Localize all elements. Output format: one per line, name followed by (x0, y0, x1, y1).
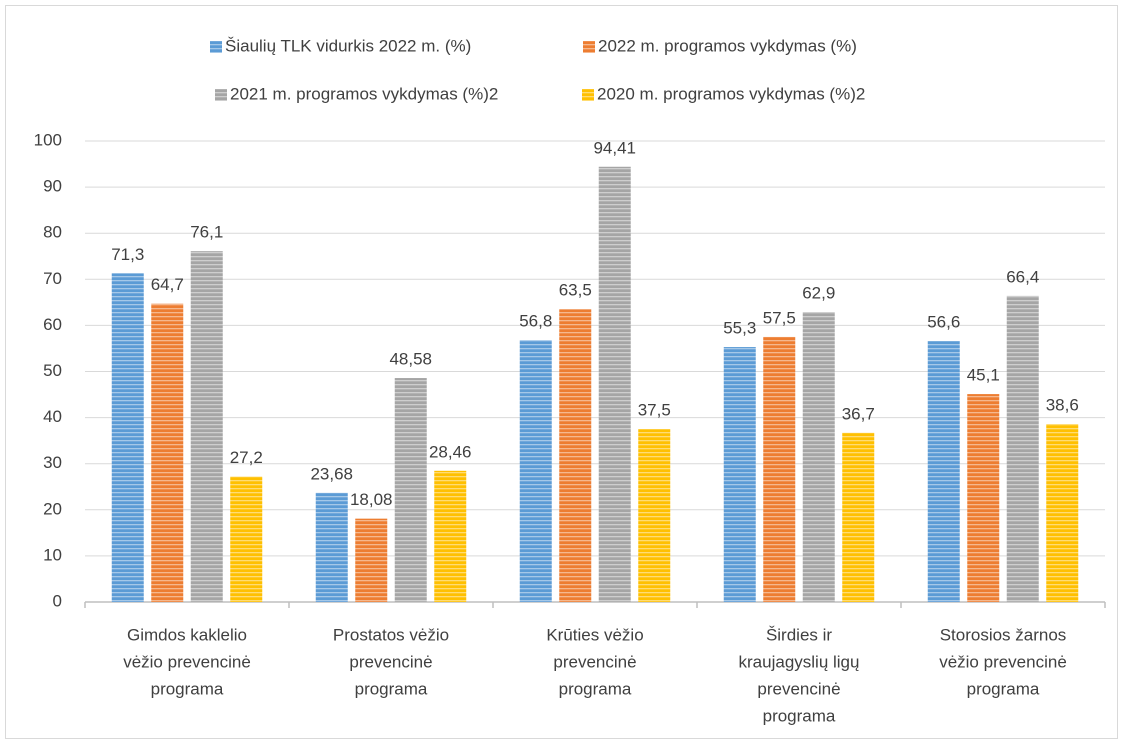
x-tick-label: programa (355, 679, 428, 698)
y-tick-label: 10 (43, 545, 62, 564)
x-tick-label: Gimdos kaklelio (127, 625, 247, 644)
bar (355, 518, 388, 602)
data-label: 48,58 (389, 350, 432, 369)
bar (151, 303, 184, 602)
y-tick-label: 60 (43, 315, 62, 334)
x-tick-label: prevencinė (349, 652, 432, 671)
x-tick-label: Širdies ir (766, 625, 832, 644)
data-label: 27,2 (230, 448, 263, 467)
bar (111, 273, 144, 602)
y-tick-label: 70 (43, 269, 62, 288)
bar (190, 251, 223, 602)
legend-label: 2020 m. programos vykdymas (%)2 (597, 84, 865, 103)
bar (763, 336, 796, 602)
bar (394, 378, 427, 602)
data-label: 23,68 (310, 464, 353, 483)
x-tick-label: programa (559, 679, 632, 698)
legend-swatch (582, 89, 594, 101)
legend-swatch (215, 89, 227, 101)
bar (559, 309, 592, 602)
bar (842, 432, 875, 602)
bar (230, 476, 263, 602)
data-label: 45,1 (967, 366, 1000, 385)
y-tick-label: 20 (43, 499, 62, 518)
y-tick-label: 90 (43, 177, 62, 196)
data-label: 62,9 (802, 284, 835, 303)
bar (967, 394, 1000, 602)
y-tick-label: 100 (34, 130, 62, 149)
data-label: 66,4 (1006, 267, 1039, 286)
data-label: 71,3 (111, 245, 144, 264)
bar (1006, 295, 1039, 602)
y-tick-label: 50 (43, 361, 62, 380)
x-tick-label: programa (967, 679, 1040, 698)
y-tick-label: 40 (43, 407, 62, 426)
bar (802, 312, 835, 602)
y-tick-label: 80 (43, 223, 62, 242)
x-tick-label: kraujagyslių ligų (739, 652, 860, 671)
data-label: 55,3 (723, 319, 756, 338)
data-label: 56,8 (519, 312, 552, 331)
bar (638, 429, 671, 602)
x-tick-label: prevencinė (757, 679, 840, 698)
bar (434, 470, 467, 602)
x-tick-label: vėžio prevencinė (939, 652, 1067, 671)
bar (927, 341, 960, 602)
bar (1046, 424, 1079, 602)
data-label: 37,5 (638, 401, 671, 420)
data-label: 63,5 (559, 281, 592, 300)
x-tick-label: programa (151, 679, 224, 698)
data-label: 28,46 (429, 442, 472, 461)
x-tick-label: vėžio prevencinė (123, 652, 251, 671)
legend-label: 2021 m. programos vykdymas (%)2 (230, 84, 498, 103)
data-label: 38,6 (1046, 396, 1079, 415)
data-label: 64,7 (151, 275, 184, 294)
legend-label: 2022 m. programos vykdymas (%) (598, 36, 857, 55)
data-label: 94,41 (593, 138, 636, 157)
data-label: 36,7 (842, 404, 875, 423)
bar (723, 347, 756, 602)
data-label: 57,5 (763, 308, 796, 327)
y-tick-label: 30 (43, 453, 62, 472)
data-label: 76,1 (190, 223, 223, 242)
bar (315, 492, 348, 602)
legend-swatch (210, 41, 222, 53)
x-tick-label: Krūties vėžio (546, 625, 643, 644)
y-tick-label: 0 (53, 591, 62, 610)
x-tick-label: Storosios žarnos (940, 625, 1067, 644)
x-tick-label: Prostatos vėžio (333, 625, 449, 644)
bar (519, 340, 552, 602)
data-label: 56,6 (927, 313, 960, 332)
x-tick-label: programa (763, 706, 836, 725)
legend-swatch (583, 41, 595, 53)
legend-label: Šiaulių TLK vidurkis 2022 m. (%) (225, 36, 471, 55)
data-label: 18,08 (350, 490, 393, 509)
bar (598, 166, 631, 602)
x-tick-label: prevencinė (553, 652, 636, 671)
